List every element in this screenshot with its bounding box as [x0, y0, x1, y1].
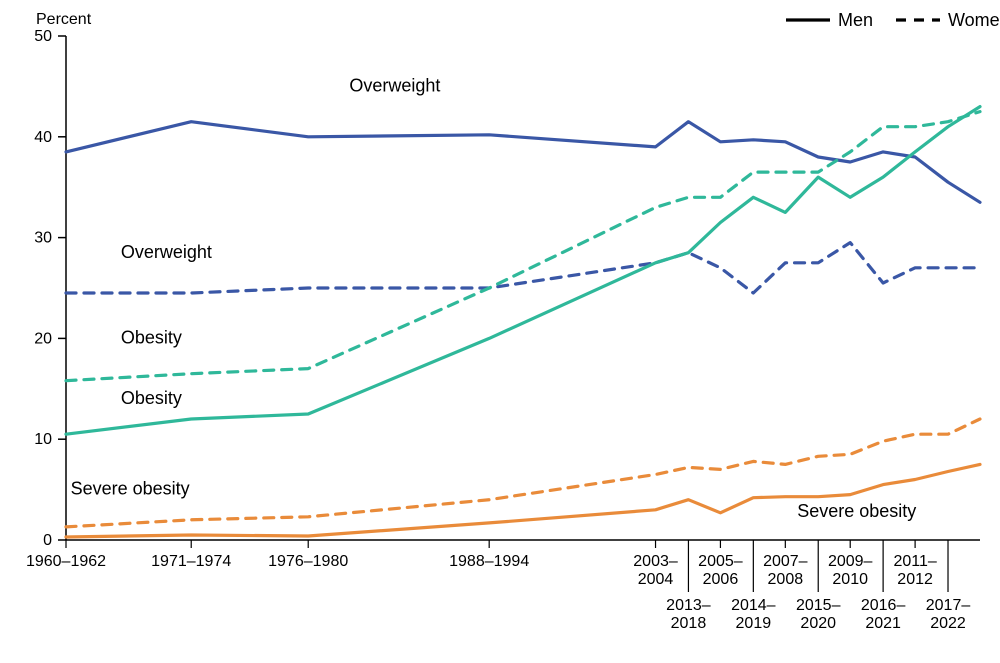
x-tick-label: 2007– [763, 553, 808, 570]
x-tick-label: 1971–1974 [151, 553, 231, 570]
legend-label: Women [948, 10, 1000, 30]
y-tick-label: 50 [34, 28, 52, 45]
series-label: Overweight [349, 75, 440, 95]
y-tick-label: 20 [34, 330, 52, 347]
x-tick-label: 2022 [930, 615, 966, 632]
y-axis-label: Percent [36, 11, 92, 28]
x-tick-label: 2013– [666, 597, 711, 614]
x-tick-label: 2015– [796, 597, 841, 614]
x-tick-label: 2011– [893, 553, 936, 570]
x-tick-label: 2003– [633, 553, 678, 570]
x-tick-label: 2021 [865, 615, 901, 632]
x-tick-label: 2004 [638, 571, 674, 588]
y-tick-label: 30 [34, 230, 52, 247]
y-tick-label: 10 [34, 431, 52, 448]
series-label: Severe obesity [797, 501, 916, 521]
x-tick-label: 2016– [861, 597, 906, 614]
x-tick-label: 2017– [926, 597, 971, 614]
x-tick-label: 2009– [828, 553, 873, 570]
x-tick-label: 2012 [897, 571, 933, 588]
chart-svg: 0 10 20 30 40 50Percent 1960–1962 1971–1974 1976… [0, 0, 1000, 663]
x-tick-label: 1976–1980 [268, 553, 348, 570]
x-tick-label: 2018 [671, 615, 707, 632]
x-tick-label: 2014– [731, 597, 776, 614]
legend-label: Men [838, 10, 873, 30]
series-label: Obesity [121, 327, 182, 347]
x-tick-label: 2008 [768, 571, 804, 588]
y-tick-label: 40 [34, 129, 52, 146]
x-tick-label: 1960–1962 [26, 553, 106, 570]
chart-container: 0 10 20 30 40 50Percent 1960–1962 1971–1974 1976… [0, 0, 1000, 663]
x-tick-label: 2019 [736, 615, 772, 632]
x-tick-label: 2010 [832, 571, 868, 588]
x-tick-label: 2006 [703, 571, 739, 588]
x-tick-label: 2005– [698, 553, 743, 570]
series-label: Severe obesity [71, 479, 190, 499]
series-label: Overweight [121, 242, 212, 262]
series-label: Obesity [121, 388, 182, 408]
y-tick-label: 0 [43, 532, 52, 549]
x-tick-label: 1988–1994 [449, 553, 529, 570]
x-tick-label: 2020 [800, 615, 836, 632]
